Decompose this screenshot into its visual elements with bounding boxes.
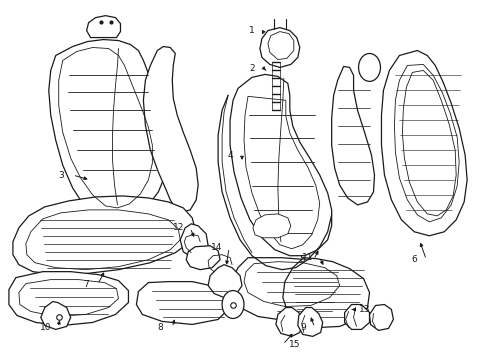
Polygon shape bbox=[381, 50, 466, 236]
Polygon shape bbox=[252, 214, 290, 238]
Text: 3: 3 bbox=[58, 171, 63, 180]
Polygon shape bbox=[13, 196, 195, 275]
Ellipse shape bbox=[222, 291, 244, 319]
Polygon shape bbox=[331, 67, 374, 205]
Text: 1: 1 bbox=[248, 26, 254, 35]
Text: 2: 2 bbox=[249, 64, 254, 73]
Polygon shape bbox=[186, 246, 220, 270]
Polygon shape bbox=[143, 46, 198, 212]
Polygon shape bbox=[282, 258, 369, 328]
Text: 14: 14 bbox=[211, 243, 223, 252]
Text: 15: 15 bbox=[288, 340, 300, 349]
Polygon shape bbox=[208, 265, 242, 298]
Text: 6: 6 bbox=[410, 255, 416, 264]
Polygon shape bbox=[275, 307, 302, 336]
Polygon shape bbox=[232, 258, 346, 320]
Text: 5: 5 bbox=[298, 255, 304, 264]
Polygon shape bbox=[86, 15, 120, 37]
Polygon shape bbox=[229, 75, 331, 256]
Polygon shape bbox=[260, 28, 299, 67]
Polygon shape bbox=[41, 302, 71, 329]
Text: 11: 11 bbox=[302, 253, 313, 262]
Text: 9: 9 bbox=[299, 323, 305, 332]
Ellipse shape bbox=[358, 54, 380, 81]
Polygon shape bbox=[344, 305, 369, 329]
Text: 10: 10 bbox=[40, 323, 51, 332]
Polygon shape bbox=[297, 307, 322, 336]
Text: 13: 13 bbox=[358, 305, 369, 314]
Polygon shape bbox=[136, 282, 229, 324]
Text: 8: 8 bbox=[157, 323, 163, 332]
Polygon shape bbox=[9, 272, 128, 325]
Text: 12: 12 bbox=[172, 223, 183, 232]
Polygon shape bbox=[180, 224, 208, 258]
Polygon shape bbox=[369, 305, 393, 330]
Text: 7: 7 bbox=[82, 280, 88, 289]
Polygon shape bbox=[49, 40, 168, 220]
Text: 4: 4 bbox=[227, 150, 232, 159]
